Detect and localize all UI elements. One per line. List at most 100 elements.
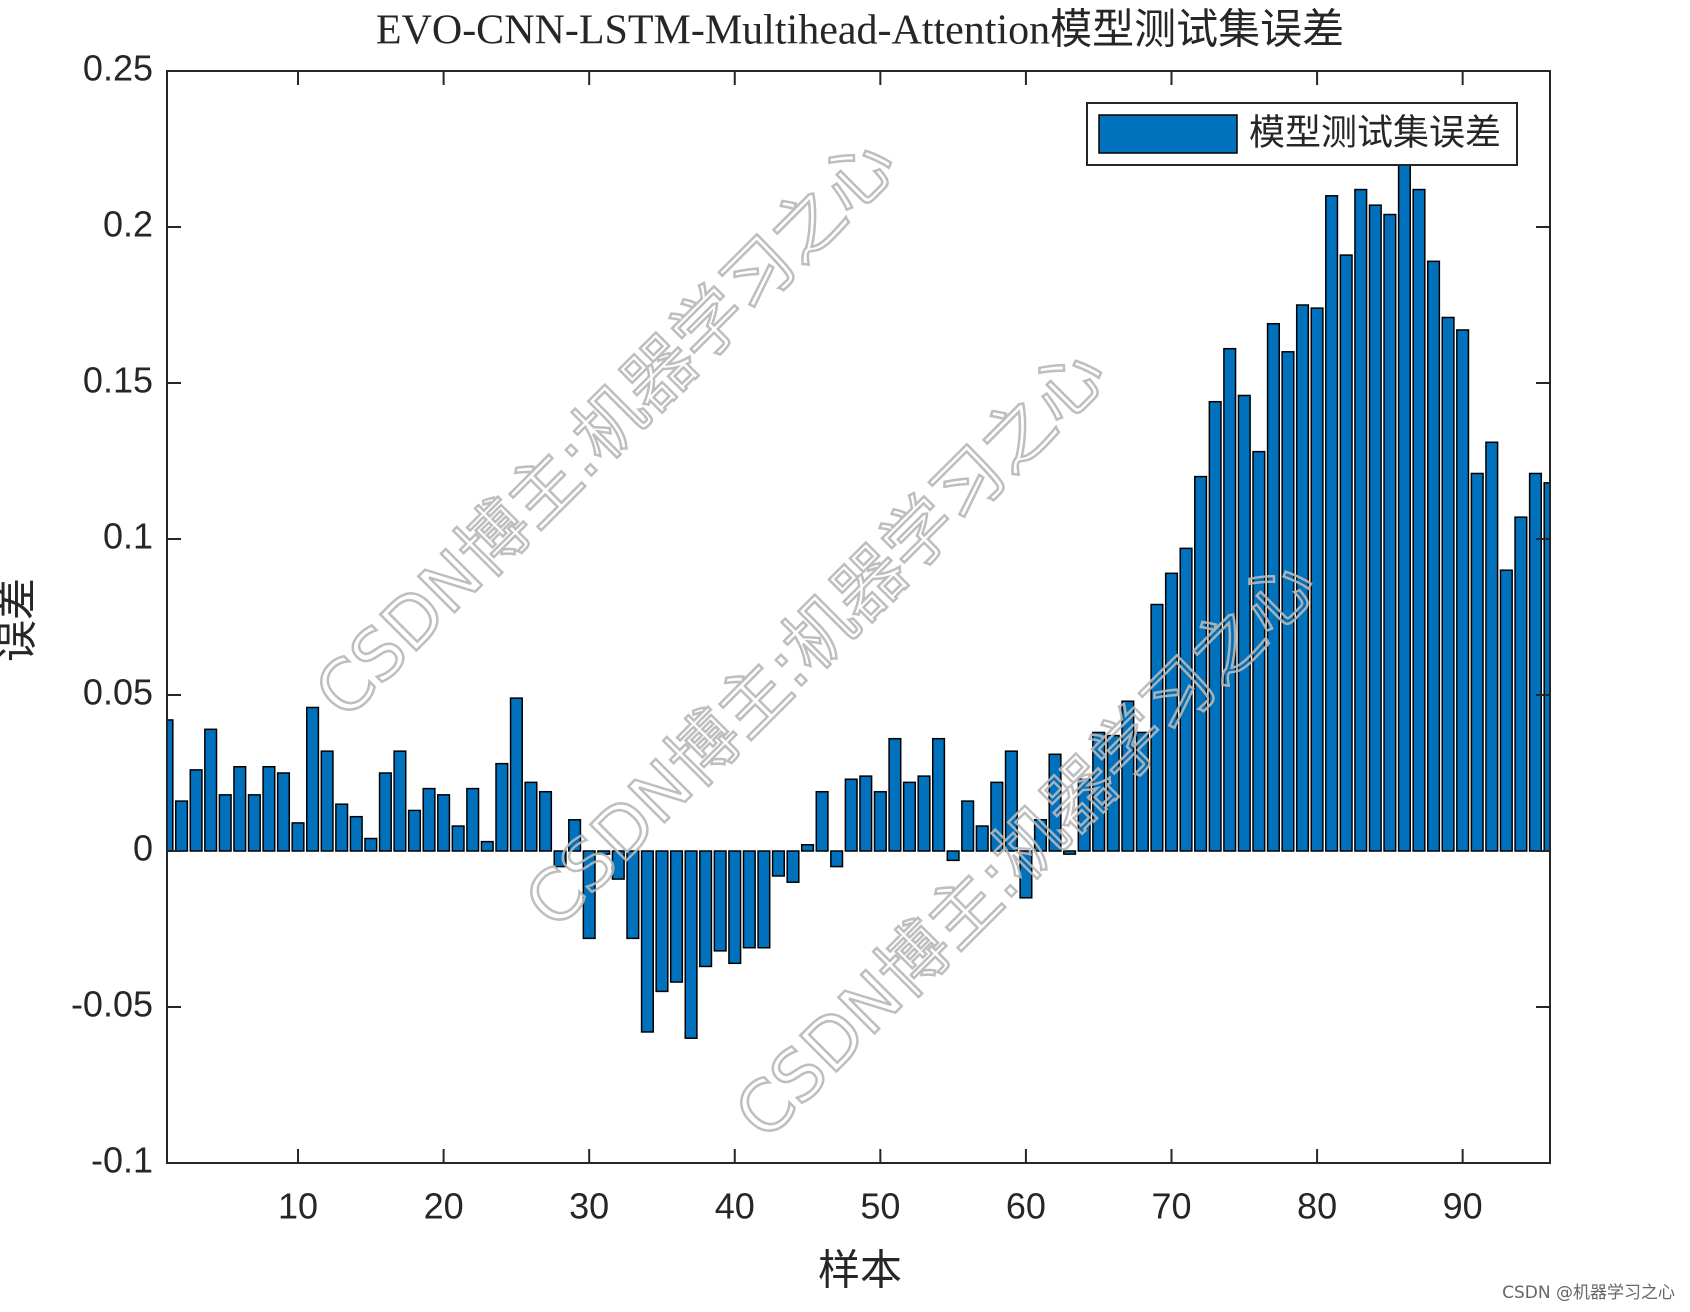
bar: [1237, 394, 1251, 852]
x-tick-label: 50: [860, 1186, 900, 1227]
bar: [1135, 731, 1149, 852]
legend-box: [1086, 102, 1518, 166]
bar: [1252, 450, 1266, 852]
bar: [233, 766, 247, 852]
y-axis-label: 误差: [0, 578, 42, 662]
x-tick-label: 10: [278, 1186, 318, 1227]
bar: [204, 728, 218, 852]
bar: [1339, 254, 1353, 852]
x-tick-label: 90: [1443, 1186, 1483, 1227]
y-tick-label: 0.2: [103, 204, 153, 245]
bar: [786, 850, 800, 883]
bar: [771, 850, 786, 877]
bar: [480, 840, 494, 852]
bar: [1194, 475, 1208, 852]
bar: [1354, 188, 1368, 852]
bar: [1528, 472, 1543, 852]
bar: [349, 815, 363, 852]
bar: [291, 822, 305, 852]
bar: [306, 706, 320, 852]
bar: [669, 850, 684, 983]
bar: [407, 809, 422, 852]
y-tick-label: -0.05: [71, 984, 153, 1025]
bar: [830, 850, 844, 868]
bar: [1441, 316, 1455, 852]
bar: [553, 850, 567, 868]
bar: [1456, 329, 1470, 852]
bar: [728, 850, 742, 965]
bar: [1514, 516, 1528, 852]
bar: [1208, 400, 1222, 852]
y-tick-label: -0.1: [91, 1140, 153, 1181]
bar: [495, 762, 509, 852]
bar: [1295, 304, 1310, 852]
footer: CSDN @机器学习之心: [1502, 1283, 1675, 1303]
legend-label: 模型测试集误差: [1249, 112, 1501, 152]
y-tick-label: 0.1: [103, 516, 153, 557]
bar: [800, 844, 815, 852]
x-tick-label: 40: [715, 1186, 755, 1227]
bar: [1150, 603, 1164, 852]
chart-title: EVO-CNN-LSTM-Multihead-Attention模型测试集误差: [376, 8, 1344, 54]
legend-swatch: [1098, 114, 1238, 154]
bar: [393, 750, 407, 852]
bar: [1325, 195, 1339, 852]
x-tick-label: 80: [1297, 1186, 1337, 1227]
x-tick-label: 60: [1006, 1186, 1046, 1227]
bar: [378, 772, 392, 852]
axes-box: [166, 70, 1551, 1164]
bar: [873, 790, 887, 852]
bar: [1106, 734, 1120, 852]
bar: [1019, 850, 1033, 899]
x-tick-label: 70: [1151, 1186, 1191, 1227]
bar: [1266, 322, 1280, 852]
bar: [902, 781, 917, 852]
bar: [917, 775, 931, 852]
bar: [276, 772, 291, 852]
bar: [1383, 213, 1397, 852]
bar: [189, 769, 203, 852]
bar: [931, 737, 946, 852]
bar: [364, 837, 378, 852]
bar: [1004, 750, 1018, 852]
bar: [1121, 700, 1135, 852]
bar: [1426, 260, 1441, 852]
bar: [1470, 472, 1484, 852]
bar: [990, 781, 1004, 852]
bar: [1092, 731, 1106, 852]
bar: [320, 750, 334, 852]
bar: [247, 794, 261, 852]
bar: [961, 800, 975, 852]
bar: [437, 794, 451, 852]
bar: [757, 850, 771, 949]
bar: [975, 825, 989, 852]
bar: [815, 790, 829, 852]
bar: [509, 697, 523, 852]
x-tick-label: 20: [424, 1186, 464, 1227]
bar: [1368, 204, 1382, 852]
bar: [888, 737, 902, 852]
bar: [640, 850, 654, 1033]
bar: [1164, 572, 1179, 852]
bar: [946, 850, 960, 862]
bar: [713, 850, 727, 952]
bar: [218, 794, 232, 852]
y-tick-label: 0.15: [83, 360, 153, 401]
bar: [742, 850, 756, 949]
bar: [262, 766, 276, 852]
bar: [538, 790, 553, 852]
bar: [655, 850, 669, 993]
bar: [1179, 547, 1193, 852]
bar: [626, 850, 640, 940]
bar: [597, 850, 611, 855]
bar: [568, 819, 582, 852]
bar: [1077, 778, 1091, 852]
bar: [1223, 347, 1237, 852]
bar: [859, 775, 873, 852]
bar: [1397, 160, 1411, 852]
y-tick-label: 0: [133, 828, 153, 869]
bar: [1485, 441, 1499, 852]
bar: [1412, 188, 1426, 852]
bar: [1281, 351, 1295, 852]
